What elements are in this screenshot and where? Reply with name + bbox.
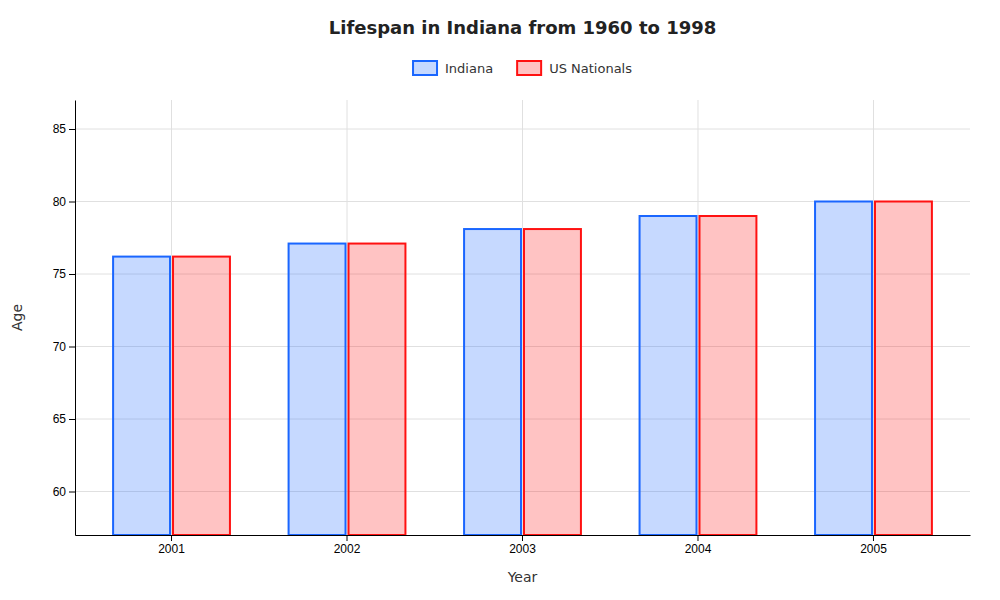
- bar: [113, 257, 170, 535]
- tick-label: 2002: [334, 542, 361, 556]
- y-axis: 60 65 70 75 80 85: [53, 101, 76, 536]
- bar: [524, 229, 581, 535]
- tick: 75: [53, 267, 75, 281]
- legend-item: Indiana: [413, 61, 493, 76]
- y-axis-title: Age: [9, 304, 25, 331]
- x-axis-title: Year: [507, 569, 538, 585]
- tick-mark: [69, 129, 75, 130]
- tick-mark: [69, 419, 75, 420]
- legend-label: Indiana: [445, 61, 493, 76]
- bar: [699, 216, 756, 535]
- tick-label: 65: [53, 412, 67, 426]
- plot-area: 2001 2002 2003 2004 2005 60 65 70 75 80 85: [53, 100, 971, 556]
- legend-item: US Nationals: [517, 61, 632, 76]
- tick-label: 60: [53, 485, 67, 499]
- x-axis: 2001 2002 2003 2004 2005: [76, 535, 971, 556]
- tick-mark: [69, 274, 75, 275]
- tick-label: 2004: [685, 542, 712, 556]
- tick: 85: [53, 122, 75, 136]
- legend: Indiana US Nationals: [413, 61, 632, 76]
- bar: [289, 244, 346, 535]
- tick: 80: [53, 195, 75, 209]
- bar-series: [113, 202, 872, 536]
- tick: 2002: [334, 535, 361, 556]
- legend-swatch: [413, 61, 437, 75]
- bar: [173, 257, 230, 535]
- tick-mark: [171, 535, 172, 541]
- tick-mark: [347, 535, 348, 541]
- axis-line: [75, 101, 76, 536]
- chart-svg: 2001 2002 2003 2004 2005 60 65 70 75 80 85 Year Age L…: [0, 0, 1000, 600]
- chart-container: 2001 2002 2003 2004 2005 60 65 70 75 80 85 Year Age L…: [0, 0, 1000, 600]
- tick-mark: [69, 492, 75, 493]
- grid-line-x: [873, 100, 874, 535]
- tick-mark: [873, 535, 874, 541]
- tick-mark: [69, 202, 75, 203]
- grid-line-x: [171, 100, 172, 535]
- tick-label: 2001: [158, 542, 185, 556]
- bars: [113, 202, 932, 536]
- legend-swatch: [517, 61, 541, 75]
- grid-line-x: [522, 100, 523, 535]
- tick-mark: [69, 347, 75, 348]
- title: Lifespan in Indiana from 1960 to 1998: [329, 17, 717, 38]
- grid: [75, 100, 970, 535]
- tick-label: 80: [53, 195, 67, 209]
- grid-line-x: [347, 100, 348, 535]
- tick-label: 2005: [860, 542, 887, 556]
- tick: 2004: [685, 535, 712, 556]
- tick: 2001: [158, 535, 185, 556]
- bar: [464, 229, 521, 535]
- tick-label: 75: [53, 267, 67, 281]
- legend-label: US Nationals: [549, 61, 632, 76]
- tick-label: 70: [53, 340, 67, 354]
- tick-mark: [522, 535, 523, 541]
- grid-line-x: [697, 100, 698, 535]
- tick: 2003: [509, 535, 536, 556]
- tick-label: 2003: [509, 542, 536, 556]
- tick: 2005: [860, 535, 887, 556]
- bar: [875, 202, 932, 536]
- tick: 60: [53, 485, 75, 499]
- tick: 70: [53, 340, 75, 354]
- tick-mark: [697, 535, 698, 541]
- bar: [349, 244, 406, 535]
- bar: [815, 202, 872, 536]
- tick-label: 85: [53, 122, 67, 136]
- bar-series: [173, 202, 932, 536]
- tick: 65: [53, 412, 75, 426]
- bar: [640, 216, 697, 535]
